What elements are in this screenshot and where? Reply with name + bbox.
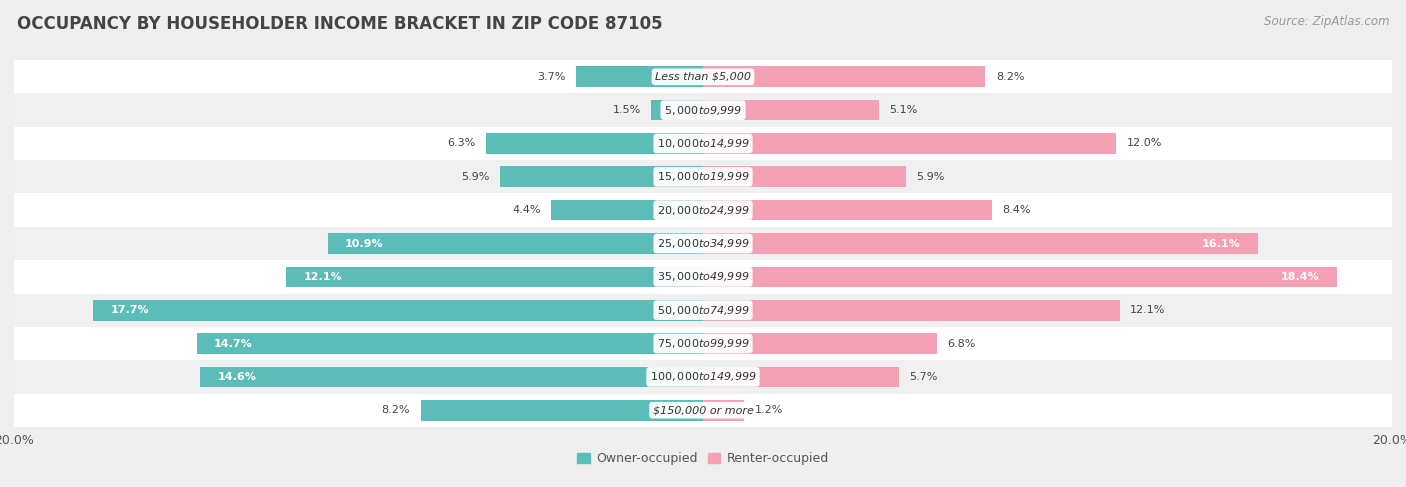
Bar [703, 167, 907, 187]
Text: 6.8%: 6.8% [948, 338, 976, 349]
Bar [703, 367, 900, 387]
Text: 14.7%: 14.7% [214, 338, 253, 349]
Text: 4.4%: 4.4% [513, 205, 541, 215]
Text: $100,000 to $149,999: $100,000 to $149,999 [650, 371, 756, 383]
Text: 1.5%: 1.5% [613, 105, 641, 115]
Bar [14, 360, 1392, 393]
Text: 1.2%: 1.2% [755, 405, 783, 415]
Text: 12.1%: 12.1% [304, 272, 342, 282]
Bar [14, 127, 1392, 160]
Text: 12.0%: 12.0% [1126, 138, 1163, 149]
Bar [420, 400, 703, 421]
Bar [93, 300, 703, 320]
Bar [551, 200, 703, 221]
Text: $75,000 to $99,999: $75,000 to $99,999 [657, 337, 749, 350]
Bar [703, 300, 1119, 320]
Bar [703, 133, 1116, 154]
Text: 5.9%: 5.9% [461, 172, 489, 182]
Text: 17.7%: 17.7% [111, 305, 149, 315]
Bar [703, 266, 1337, 287]
Bar [703, 233, 1257, 254]
Bar [14, 160, 1392, 193]
Bar [703, 66, 986, 87]
Bar [575, 66, 703, 87]
Text: 3.7%: 3.7% [537, 72, 565, 82]
Text: $20,000 to $24,999: $20,000 to $24,999 [657, 204, 749, 217]
Text: $5,000 to $9,999: $5,000 to $9,999 [664, 104, 742, 116]
Bar [14, 60, 1392, 94]
Bar [14, 227, 1392, 260]
Bar [703, 100, 879, 120]
Bar [14, 193, 1392, 227]
Bar [14, 260, 1392, 294]
Text: $25,000 to $34,999: $25,000 to $34,999 [657, 237, 749, 250]
Bar [14, 327, 1392, 360]
Text: 6.3%: 6.3% [447, 138, 475, 149]
Text: $15,000 to $19,999: $15,000 to $19,999 [657, 170, 749, 183]
Bar [703, 333, 938, 354]
Legend: Owner-occupied, Renter-occupied: Owner-occupied, Renter-occupied [572, 448, 834, 470]
Bar [703, 200, 993, 221]
Text: 10.9%: 10.9% [344, 239, 384, 248]
Bar [651, 100, 703, 120]
Text: 16.1%: 16.1% [1202, 239, 1240, 248]
Text: $35,000 to $49,999: $35,000 to $49,999 [657, 270, 749, 283]
Bar [200, 367, 703, 387]
Text: 8.2%: 8.2% [381, 405, 411, 415]
Text: 5.1%: 5.1% [889, 105, 917, 115]
Bar [14, 94, 1392, 127]
Text: Less than $5,000: Less than $5,000 [655, 72, 751, 82]
Text: 12.1%: 12.1% [1130, 305, 1166, 315]
Text: OCCUPANCY BY HOUSEHOLDER INCOME BRACKET IN ZIP CODE 87105: OCCUPANCY BY HOUSEHOLDER INCOME BRACKET … [17, 15, 662, 33]
Bar [14, 393, 1392, 427]
Bar [328, 233, 703, 254]
Text: 8.4%: 8.4% [1002, 205, 1031, 215]
Text: 5.7%: 5.7% [910, 372, 938, 382]
Bar [703, 400, 744, 421]
Bar [499, 167, 703, 187]
Text: $50,000 to $74,999: $50,000 to $74,999 [657, 304, 749, 317]
Text: 5.9%: 5.9% [917, 172, 945, 182]
Bar [287, 266, 703, 287]
Text: 18.4%: 18.4% [1281, 272, 1320, 282]
Bar [486, 133, 703, 154]
Text: 14.6%: 14.6% [218, 372, 256, 382]
Text: $150,000 or more: $150,000 or more [652, 405, 754, 415]
Text: 8.2%: 8.2% [995, 72, 1025, 82]
Bar [197, 333, 703, 354]
Text: Source: ZipAtlas.com: Source: ZipAtlas.com [1264, 15, 1389, 28]
Text: $10,000 to $14,999: $10,000 to $14,999 [657, 137, 749, 150]
Bar [14, 294, 1392, 327]
